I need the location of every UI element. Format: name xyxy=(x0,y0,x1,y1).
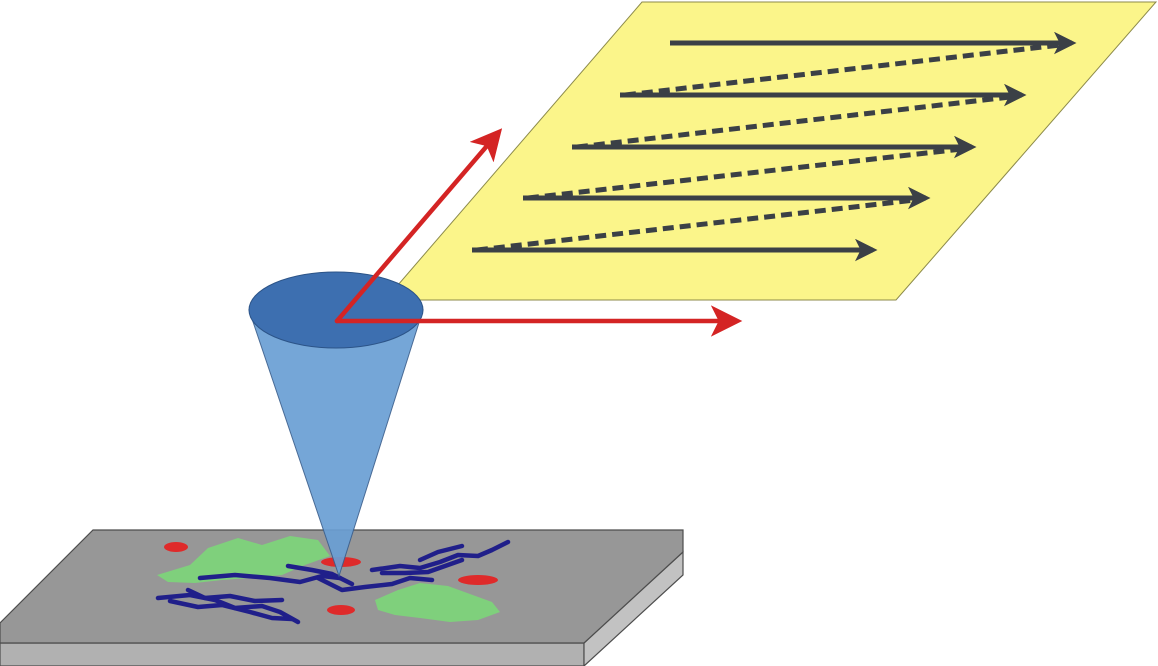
axis-arrow-diagonal xyxy=(334,128,503,324)
substrate-slab xyxy=(0,529,684,666)
fiber xyxy=(369,539,511,573)
sample-clusters xyxy=(157,536,500,622)
fiber xyxy=(197,572,343,585)
scan-plane xyxy=(383,1,1158,301)
green-cluster xyxy=(375,583,500,622)
scan-line-retrace xyxy=(527,146,963,201)
sample-particles xyxy=(164,542,498,615)
scan-line-retrace xyxy=(576,94,1011,150)
probe-cone xyxy=(248,271,424,578)
red-particle xyxy=(458,575,498,585)
fiber xyxy=(417,543,465,563)
sample-fibers xyxy=(155,539,511,625)
fiber xyxy=(379,557,465,576)
raster-scan-lines xyxy=(472,31,1077,262)
scan-plane-surface xyxy=(383,1,1158,301)
green-cluster xyxy=(157,536,330,583)
fiber xyxy=(167,598,295,622)
cone-base xyxy=(248,271,424,349)
red-particle xyxy=(164,542,188,552)
red-particle xyxy=(327,605,355,615)
fiber xyxy=(315,575,435,593)
fiber xyxy=(185,587,285,604)
scan-line-retrace xyxy=(476,197,916,253)
fiber xyxy=(285,563,355,587)
scan-line-retrace xyxy=(624,42,1061,98)
substrate-front-face xyxy=(0,642,585,666)
axis-arrows xyxy=(334,128,743,337)
substrate-top-face xyxy=(0,529,684,644)
